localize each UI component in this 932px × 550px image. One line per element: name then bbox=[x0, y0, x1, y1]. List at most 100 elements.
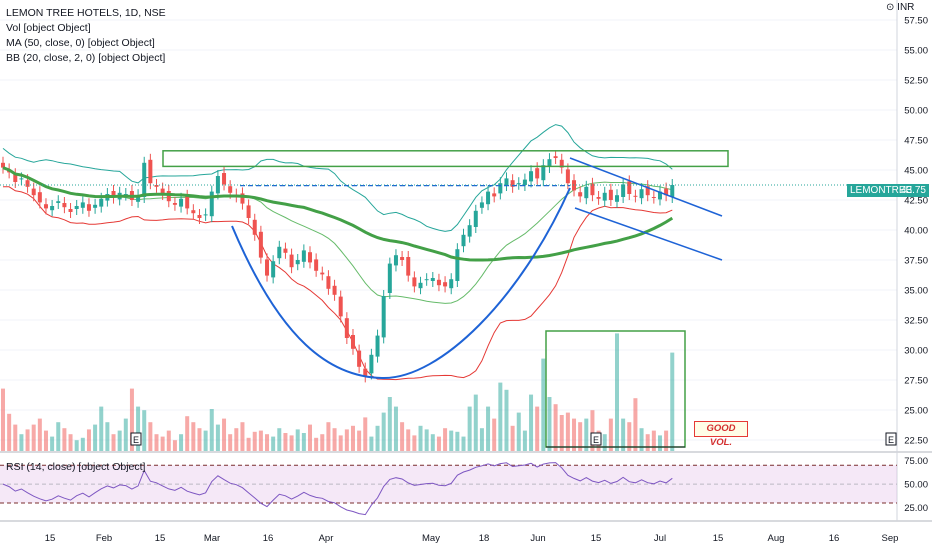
volume-bar bbox=[265, 434, 270, 451]
bb-upper-line bbox=[2, 124, 673, 232]
earnings-marker bbox=[885, 432, 897, 446]
volume-bar bbox=[357, 430, 362, 451]
time-tick-label: Mar bbox=[204, 533, 220, 544]
channel-lower-line bbox=[574, 207, 723, 261]
volume-bar bbox=[621, 418, 626, 451]
price-tick-label: 27.50 bbox=[904, 376, 928, 387]
candle-body bbox=[436, 279, 441, 286]
earnings-marker-glyph: E bbox=[888, 435, 894, 445]
candle-body bbox=[111, 191, 116, 198]
volume-bar bbox=[314, 437, 319, 451]
candle-body bbox=[283, 248, 288, 253]
good-volume-note: GOOD VOL. bbox=[694, 421, 748, 448]
volume-bar bbox=[516, 412, 521, 451]
volume-bar bbox=[228, 434, 233, 451]
candle-body bbox=[455, 249, 460, 281]
volume-bar bbox=[301, 433, 306, 451]
volume-bar bbox=[547, 397, 552, 451]
candle-body bbox=[627, 181, 632, 194]
volume-bar bbox=[234, 428, 239, 451]
volume-bar bbox=[123, 418, 128, 451]
candle-body bbox=[357, 350, 362, 367]
volume-bar bbox=[222, 418, 227, 451]
candle-body bbox=[510, 180, 515, 187]
price-tick-label: 47.50 bbox=[904, 136, 928, 147]
volume-bar bbox=[363, 417, 368, 451]
time-tick-label: Sep bbox=[882, 533, 899, 544]
time-tick-label: 18 bbox=[479, 533, 490, 544]
volume-bar bbox=[559, 415, 564, 451]
candle-body bbox=[31, 188, 36, 196]
volume-bar bbox=[461, 436, 466, 451]
volume-bar bbox=[633, 398, 638, 451]
price-axis[interactable]: 57.50 55.00 52.50 50.00 47.50 45.00 42.50 40.00… bbox=[904, 16, 928, 515]
candle-body bbox=[179, 198, 184, 207]
volume-bar bbox=[529, 394, 534, 451]
volume-bar bbox=[504, 389, 509, 451]
volume-bar bbox=[308, 424, 312, 451]
candle-body bbox=[240, 193, 245, 204]
candle-body bbox=[185, 195, 190, 209]
candle-body bbox=[258, 231, 263, 258]
candle-body bbox=[123, 194, 128, 195]
price-tick-label: 40.00 bbox=[904, 226, 928, 237]
candle-body bbox=[74, 206, 79, 209]
resistance-zone-box bbox=[162, 150, 729, 168]
volume-bar bbox=[381, 412, 386, 451]
candle-body bbox=[449, 279, 454, 289]
candle-body bbox=[289, 254, 294, 268]
candle-body bbox=[664, 188, 669, 196]
volume-bar bbox=[43, 430, 48, 451]
volume-bar bbox=[99, 406, 104, 451]
volume-bar bbox=[332, 428, 337, 451]
candle-body bbox=[400, 257, 405, 260]
candle-body bbox=[148, 159, 153, 184]
price-tick-label: 35.00 bbox=[904, 286, 928, 297]
volume-bar bbox=[467, 406, 472, 451]
time-tick-label: 15 bbox=[45, 533, 56, 544]
volume-bar bbox=[522, 430, 527, 451]
time-tick-label: 15 bbox=[155, 533, 166, 544]
cup-curve bbox=[231, 187, 571, 380]
candle-body bbox=[209, 191, 214, 217]
volume-bar bbox=[498, 382, 503, 451]
volume-bar bbox=[283, 433, 288, 451]
volume-bar bbox=[590, 410, 595, 451]
volume-bar bbox=[86, 429, 91, 451]
volume-bar bbox=[136, 406, 141, 451]
volume-bar bbox=[31, 424, 36, 451]
candle-body bbox=[670, 185, 675, 197]
candle-body bbox=[621, 184, 626, 197]
time-tick-label: 16 bbox=[263, 533, 274, 544]
candle-body bbox=[443, 282, 448, 287]
volume-bar bbox=[436, 436, 441, 451]
legend-rsi: RSI (14, close) [object Object] bbox=[6, 461, 146, 473]
candle-body bbox=[657, 191, 662, 200]
candle-body bbox=[412, 277, 417, 287]
candle-body bbox=[86, 204, 91, 211]
candle-body bbox=[615, 195, 619, 202]
volume-bar bbox=[553, 404, 558, 451]
time-axis[interactable]: 15 Feb 15 Mar 16 Apr May 18 Jun 15 Jul 15 Aug 16 Sep bbox=[45, 533, 899, 544]
candle-body bbox=[522, 179, 527, 185]
price-tag-value: 43.75 bbox=[900, 185, 926, 196]
volume-bar bbox=[25, 429, 30, 451]
volume-bar bbox=[424, 429, 429, 451]
rsi-tick-label: 50.00 bbox=[904, 480, 928, 491]
volume-bar bbox=[664, 430, 669, 451]
candle-body bbox=[633, 195, 638, 197]
channel-upper-line bbox=[569, 157, 723, 217]
rsi-line bbox=[2, 462, 673, 516]
candle-body bbox=[25, 180, 30, 187]
candle-body bbox=[332, 285, 337, 295]
time-tick-label: Jun bbox=[530, 533, 545, 544]
candle-body bbox=[160, 188, 165, 194]
currency-badge[interactable]: ⊙ INR bbox=[886, 2, 915, 13]
candle-body bbox=[320, 272, 325, 275]
candle-body bbox=[529, 171, 534, 182]
time-tick-label: Apr bbox=[319, 533, 334, 544]
legend-bb: BB (20, close, 2, 0) [object Object] bbox=[6, 52, 166, 64]
volume-bar bbox=[375, 425, 380, 451]
price-tick-label: 22.50 bbox=[904, 436, 928, 447]
